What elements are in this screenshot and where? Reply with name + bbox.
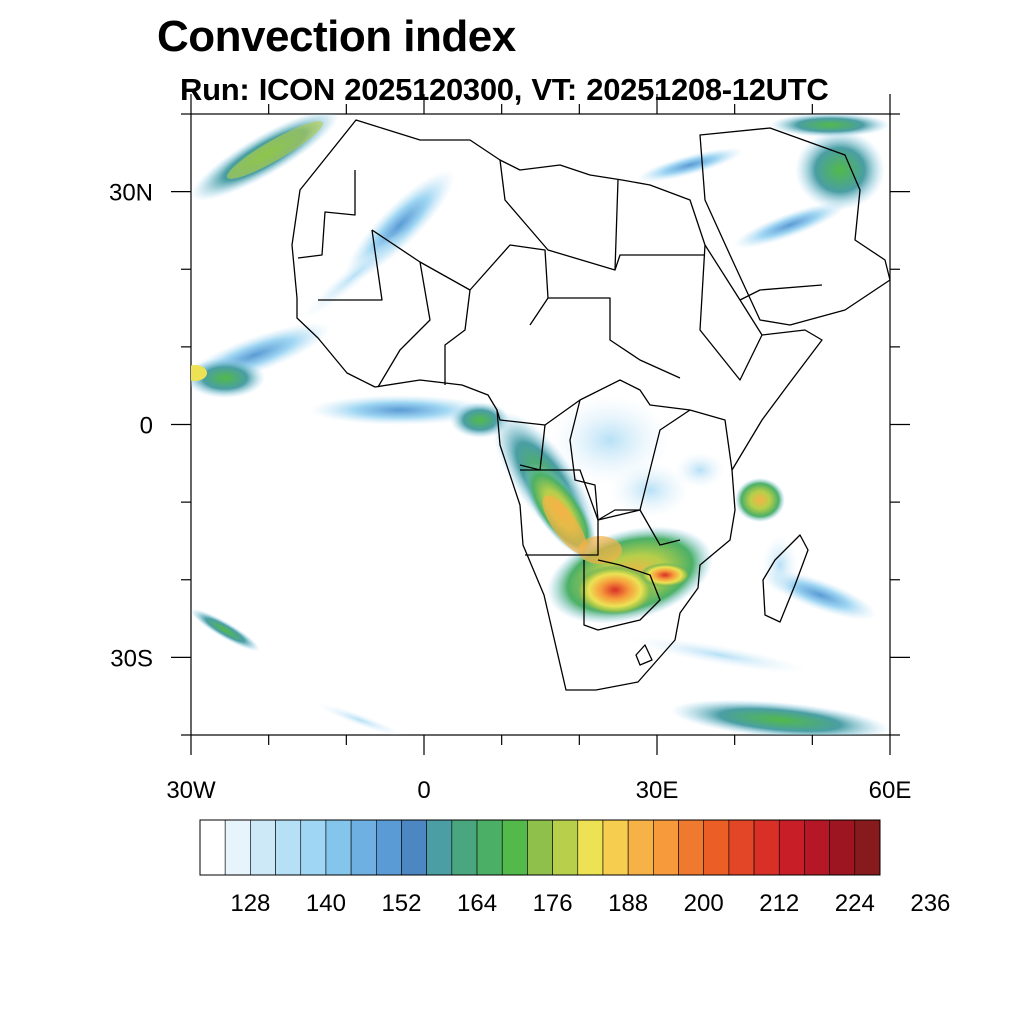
colorbar-label: 128 [230, 890, 270, 917]
lat-tick-label: 0 [140, 413, 153, 440]
colorbar-box [552, 819, 579, 876]
colorbar-frame [199, 819, 881, 876]
colorbar-box [778, 819, 805, 876]
colorbar-box [627, 819, 654, 876]
axis-labels: 30W 0 30E 60E 30N 0 30S [109, 180, 911, 804]
field-southern-ocean-band [670, 699, 890, 735]
colorbar-box [375, 819, 402, 876]
colorbar-box [300, 819, 327, 876]
colorbar-label: 140 [306, 890, 346, 917]
colorbar-box [476, 819, 503, 876]
colorbar-label: 188 [608, 890, 648, 917]
colorbar-box [602, 819, 629, 876]
lon-tick-label: 30E [636, 777, 679, 804]
colorbar: 128 140 152 164 176 188 200 212 224 236 [199, 819, 950, 917]
colorbar-box [325, 819, 352, 876]
colorbar-label: 200 [684, 890, 724, 917]
field-madagascar-cell [735, 478, 785, 522]
colorbar-box [199, 819, 226, 876]
colorbar-box [501, 819, 528, 876]
lat-tick-label: 30S [110, 645, 153, 672]
africa-coastline [291, 119, 823, 691]
colorbar-label: 212 [759, 890, 799, 917]
colorbar-box [678, 819, 705, 876]
colorbar-box [728, 819, 755, 876]
colorbar-box [426, 819, 453, 876]
lon-tick-label: 60E [869, 777, 912, 804]
lat-tick-label: 30N [109, 180, 153, 207]
colorbar-box [451, 819, 478, 876]
map-subtitle: Run: ICON 2025120300, VT: 20251208-12UTC [180, 72, 829, 107]
colorbar-label: 236 [910, 890, 950, 917]
colorbar-label: 164 [457, 890, 497, 917]
colorbar-box [275, 819, 302, 876]
colorbar-box [653, 819, 679, 876]
colorbar-box [753, 819, 780, 876]
field-gulf-of-guinea [310, 395, 490, 425]
colorbar-label: 224 [835, 890, 875, 917]
colorbar-box [703, 819, 730, 876]
coastlines-and-borders [291, 119, 890, 691]
colorbar-box [250, 819, 276, 876]
colorbar-label: 176 [533, 890, 573, 917]
colorbar-box [854, 819, 881, 876]
lon-tick-label: 0 [417, 777, 430, 804]
colorbar-box [804, 819, 830, 876]
lon-tick-label: 30W [166, 777, 216, 804]
colorbar-box [829, 819, 856, 876]
convection-field [191, 114, 890, 735]
colorbar-box [577, 819, 604, 876]
colorbar-box [350, 819, 377, 876]
axis-ticks [171, 94, 910, 755]
madagascar-coastline [762, 534, 809, 623]
colorbar-box [527, 819, 553, 876]
colorbar-box [224, 819, 251, 876]
map-title: Convection index [157, 12, 516, 61]
colorbar-label: 152 [381, 890, 421, 917]
colorbar-box [401, 819, 427, 876]
arabia-coastline [699, 127, 890, 326]
